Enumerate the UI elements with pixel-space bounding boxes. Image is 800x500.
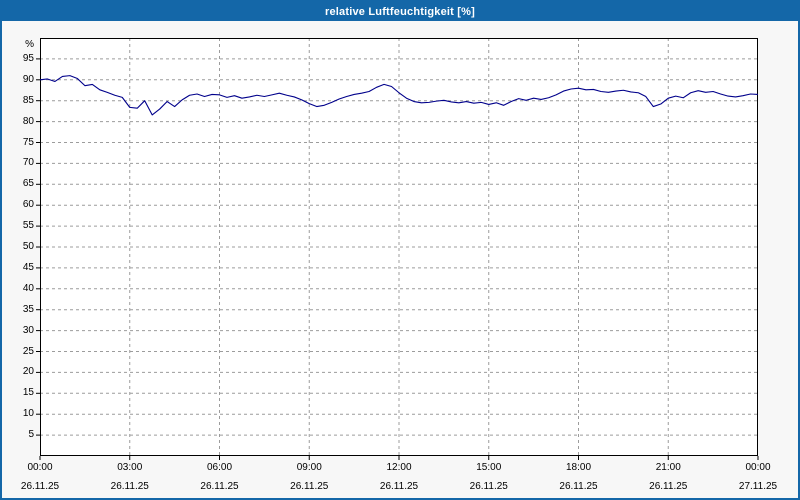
- y-tick-label: 90: [22, 73, 34, 85]
- x-tick-label: 09:00: [296, 462, 322, 473]
- x-date-label: 26.11.25: [559, 481, 598, 492]
- x-tick-label: 00:00: [27, 462, 53, 473]
- y-tick-label: 65: [22, 178, 34, 190]
- y-tick-label: 30: [22, 324, 34, 336]
- window-title: relative Luftfeuchtigkeit [%]: [324, 5, 476, 18]
- y-tick-label: 75: [22, 136, 34, 148]
- y-tick-label: 95: [22, 52, 34, 64]
- title-bar: relative Luftfeuchtigkeit [%]: [2, 2, 798, 21]
- x-date-label: 26.11.25: [110, 481, 149, 492]
- plot-area: [36, 38, 759, 460]
- y-axis-unit-label: %: [25, 39, 34, 50]
- x-date-label: 26.11.25: [290, 481, 329, 492]
- y-tick-label: 85: [22, 94, 34, 106]
- x-date-label: 26.11.25: [469, 481, 508, 492]
- x-tick-label: 06:00: [206, 462, 233, 473]
- x-date-label: 27.11.25: [738, 481, 778, 492]
- x-tick-label: 03:00: [117, 462, 143, 473]
- y-tick-label: 45: [22, 261, 34, 273]
- y-tick-label: 20: [22, 366, 34, 378]
- x-date-label: 26.11.25: [200, 481, 239, 492]
- y-tick-label: 80: [22, 115, 34, 127]
- y-tick-label: 60: [22, 199, 34, 211]
- y-tick-label: 5: [28, 429, 34, 441]
- x-tick-label: 15:00: [476, 462, 502, 473]
- y-tick-label: 25: [22, 345, 34, 357]
- y-tick-label: 10: [22, 408, 34, 420]
- y-tick-label: 35: [22, 303, 34, 315]
- y-tick-label: 15: [22, 387, 34, 399]
- x-date-label: 26.11.25: [379, 481, 419, 492]
- line-chart-svg: [36, 38, 759, 460]
- y-tick-label: 50: [22, 241, 34, 252]
- x-tick-label: 21:00: [655, 462, 681, 473]
- y-tick-label: 55: [22, 220, 34, 232]
- chart-area: 5 10 15 20 25 30 35 40 45 50 55 60 65 70 75 80 85 90 95% 00…: [2, 21, 798, 498]
- y-tick-label: 70: [22, 157, 34, 169]
- y-tick-label: 40: [22, 282, 34, 294]
- x-tick-label: 18:00: [565, 462, 592, 473]
- x-date-label: 26.11.25: [20, 481, 60, 492]
- x-tick-label: 12:00: [386, 462, 412, 473]
- x-tick-label: 00:00: [745, 462, 771, 473]
- x-date-label: 26.11.25: [649, 481, 688, 492]
